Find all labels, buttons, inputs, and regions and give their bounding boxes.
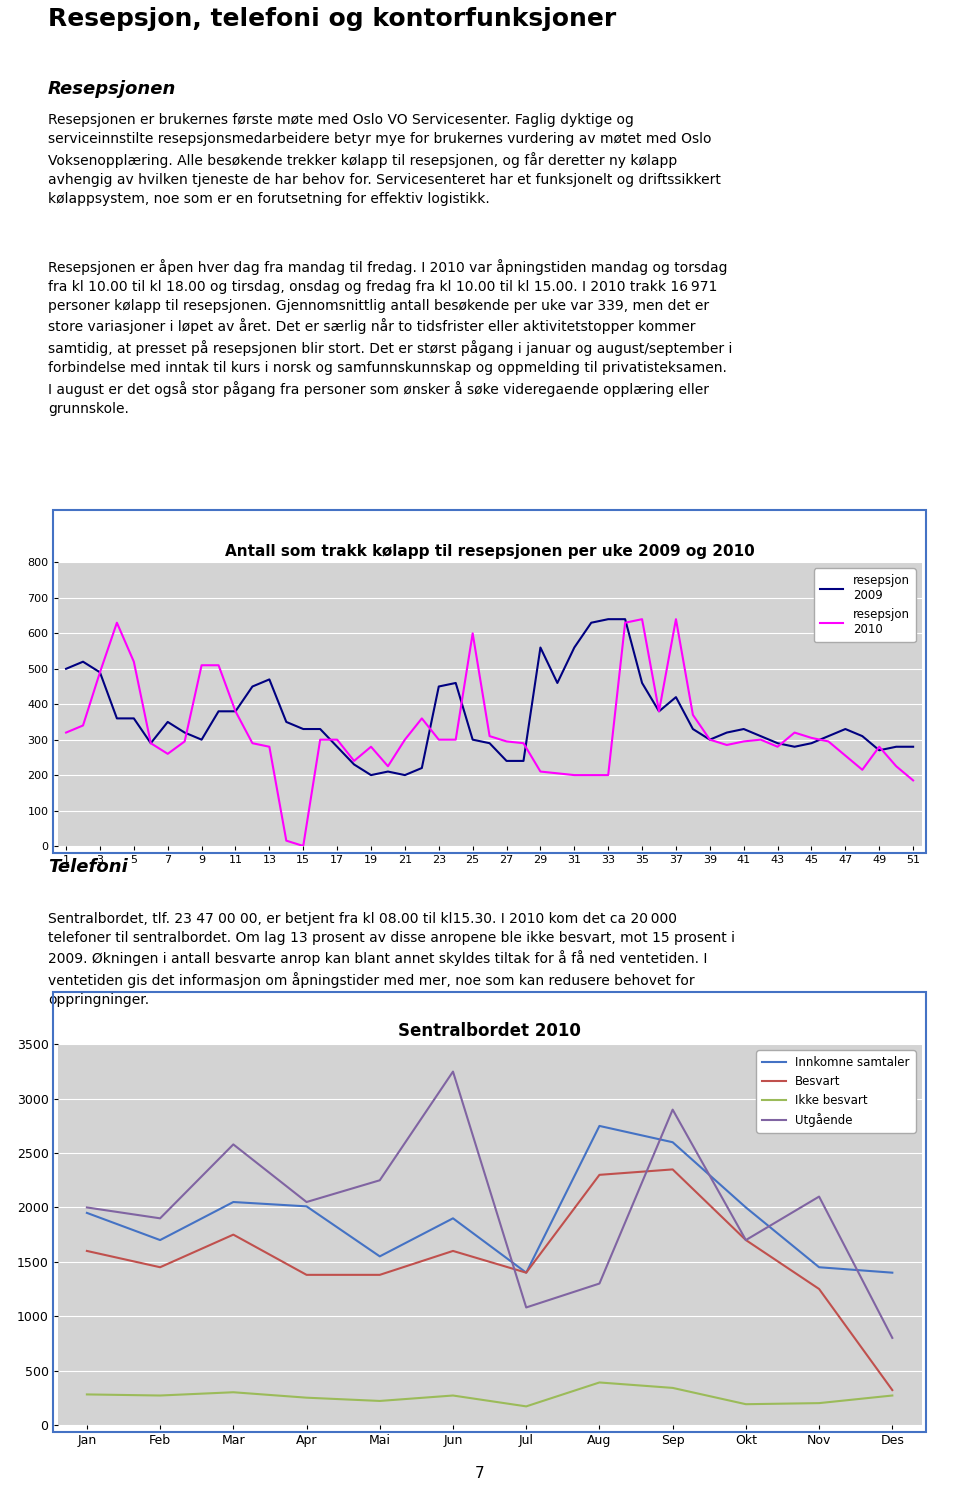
Besvart [228, 1226, 239, 1244]
Besvart [82, 1241, 93, 1259]
Line: Innkomne samtaler: Innkomne samtaler [87, 1126, 892, 1273]
Innkomne samtaler [155, 1231, 166, 1249]
Innkomne samtaler [228, 1194, 239, 1212]
Ikke besvart [813, 1394, 825, 1411]
Ikke besvart [886, 1386, 898, 1404]
Utgående [813, 1188, 825, 1206]
Innkomne samtaler [740, 1198, 752, 1216]
Besvart [886, 1382, 898, 1399]
Utgående [886, 1329, 898, 1347]
Line: Besvart: Besvart [87, 1170, 892, 1391]
Ikke besvart [82, 1386, 93, 1404]
Utgående [82, 1198, 93, 1216]
Ikke besvart [374, 1392, 386, 1410]
Ikke besvart [155, 1386, 166, 1404]
Ikke besvart [593, 1374, 605, 1392]
Text: Sentralbordet, tlf. 23 47 00 00, er betjent fra kl 08.00 til kl15.30. I 2010 kom: Sentralbordet, tlf. 23 47 00 00, er betj… [48, 912, 735, 1007]
Innkomne samtaler [374, 1247, 386, 1265]
Text: Resepsjon, telefoni og kontorfunksjoner: Resepsjon, telefoni og kontorfunksjoner [48, 7, 616, 31]
Text: 7: 7 [475, 1465, 485, 1482]
Text: Resepsjonen er brukernes første møte med Oslo VO Servicesenter. Faglig dyktige o: Resepsjonen er brukernes første møte med… [48, 113, 721, 206]
Besvart [593, 1165, 605, 1183]
Utgående [374, 1171, 386, 1189]
Title: Antall som trakk kølapp til resepsjonen per uke 2009 og 2010: Antall som trakk kølapp til resepsjonen … [225, 543, 755, 558]
Innkomne samtaler [447, 1210, 459, 1228]
Besvart [813, 1280, 825, 1298]
Utgående [300, 1194, 312, 1212]
Innkomne samtaler [886, 1264, 898, 1282]
Utgående [667, 1101, 679, 1119]
Text: Resepsjonen er åpen hver dag fra mandag til fredag. I 2010 var åpningstiden mand: Resepsjonen er åpen hver dag fra mandag … [48, 260, 732, 416]
Besvart [740, 1231, 752, 1249]
Ikke besvart [520, 1398, 532, 1416]
Besvart [667, 1161, 679, 1179]
Utgående [447, 1062, 459, 1080]
Innkomne samtaler [82, 1204, 93, 1222]
Besvart [155, 1258, 166, 1276]
Title: Sentralbordet 2010: Sentralbordet 2010 [398, 1022, 581, 1040]
Ikke besvart [667, 1379, 679, 1397]
Innkomne samtaler [520, 1264, 532, 1282]
Ikke besvart [228, 1383, 239, 1401]
Line: Utgående: Utgående [87, 1071, 892, 1338]
Utgående [740, 1231, 752, 1249]
Besvart [374, 1265, 386, 1283]
Utgående [593, 1274, 605, 1292]
Ikke besvart [740, 1395, 752, 1413]
Utgående [520, 1298, 532, 1316]
Line: Ikke besvart: Ikke besvart [87, 1383, 892, 1407]
Besvart [520, 1264, 532, 1282]
Innkomne samtaler [667, 1134, 679, 1152]
Utgående [228, 1135, 239, 1153]
Innkomne samtaler [593, 1118, 605, 1135]
Innkomne samtaler [300, 1198, 312, 1216]
Utgående [155, 1210, 166, 1228]
Text: Telefoni: Telefoni [48, 858, 128, 876]
Ikke besvart [447, 1386, 459, 1404]
Legend: Innkomne samtaler, Besvart, Ikke besvart, Utgående: Innkomne samtaler, Besvart, Ikke besvart… [756, 1050, 916, 1132]
Legend: resepsjon
2009, resepsjon
2010: resepsjon 2009, resepsjon 2010 [814, 568, 916, 642]
Ikke besvart [300, 1389, 312, 1407]
Text: Resepsjonen: Resepsjonen [48, 81, 177, 98]
Besvart [300, 1265, 312, 1283]
Innkomne samtaler [813, 1258, 825, 1276]
Besvart [447, 1241, 459, 1259]
